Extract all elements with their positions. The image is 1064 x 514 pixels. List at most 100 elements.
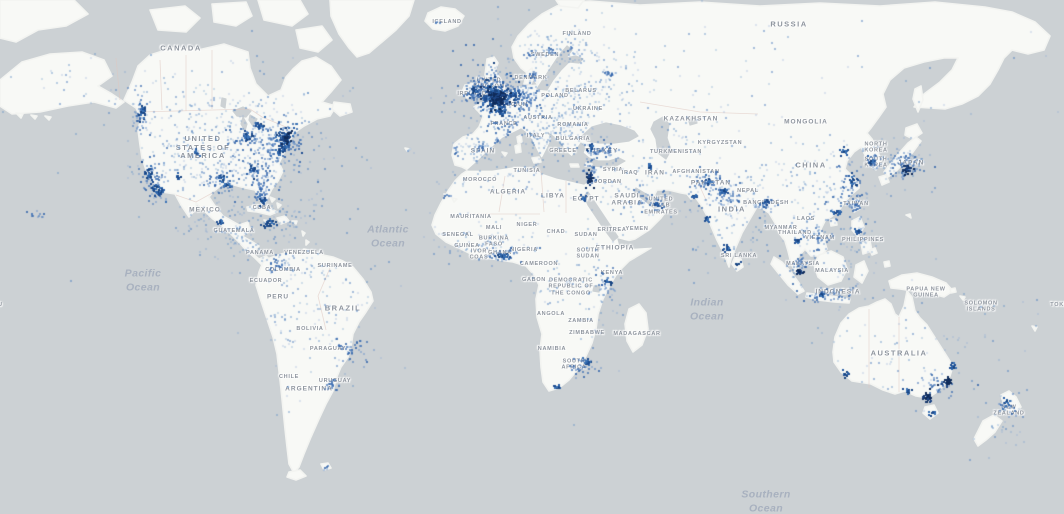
ocean-label-southern-ocean: Southern Ocean [741, 488, 791, 514]
map-label-vietnam: VIETNAM [805, 234, 835, 241]
map-label-taiwan: TAIWAN [843, 200, 869, 207]
map-label-uae: UNITED ARAB EMIRATES [644, 196, 678, 216]
map-label-ireland: IRELAND [457, 90, 487, 97]
map-label-australia: AUSTRALIA [870, 348, 928, 358]
map-label-solomon-islands: SOLOMON ISLANDS [964, 300, 998, 313]
map-label-egypt: EGYPT [572, 195, 600, 203]
map-label-mauritania: MAURITANIA [450, 213, 492, 220]
map-label-united-kingdom: UNITED KINGDOM [473, 77, 505, 90]
map-label-jordan: JORDAN [594, 178, 622, 185]
map-label-italy: ITALY [526, 132, 546, 139]
map-label-cuba: CUBA [252, 204, 272, 211]
map-label-uruguay: URUGUAY [318, 377, 352, 384]
map-label-namibia: NAMIBIA [537, 345, 567, 352]
map-label-cameroon: CAMEROON [519, 260, 559, 267]
map-label-pakistan: PAKISTAN [690, 179, 732, 187]
map-label-panama: PANAMA [246, 249, 274, 256]
map-label-india: INDIA [718, 204, 746, 214]
map-label-denmark: DENMARK [514, 74, 548, 81]
ocean-label-atlantic-ocean: Atlantic Ocean [367, 223, 409, 249]
map-label-chile: CHILE [279, 373, 299, 380]
map-label-iran: IRAN [645, 169, 665, 177]
map-label-sweden: SWEDEN [530, 51, 560, 58]
map-label-suriname: SURINAME [317, 262, 353, 269]
map-label-saudi-arabia: SAUDI ARABIA [611, 192, 643, 207]
map-label-syria: SYRIA [602, 166, 624, 173]
map-label-nepal: NEPAL [737, 187, 759, 194]
map-label-mongolia: MONGOLIA [784, 118, 828, 126]
map-label-turkmenistan: TURKMENISTAN [650, 148, 702, 155]
map-label-venezuela: VENEZUELA [284, 249, 324, 256]
map-label-finland: FINLAND [562, 30, 592, 37]
map-label-senegal: SENEGAL [442, 231, 474, 238]
map-label-austria: AUSTRIA [523, 114, 553, 121]
map-label-argentina: ARGENTINA [285, 385, 333, 393]
map-label-iraq: IRAQ [621, 169, 639, 176]
map-label-belgium: BELGIUM [497, 101, 529, 108]
map-label-algeria: ALGERIA [489, 188, 527, 196]
map-label-tokelau-left: TOKELAU [0, 302, 3, 308]
map-label-yemen: YEMEN [625, 225, 649, 232]
map-label-guatemala: GUATEMALA [213, 227, 255, 234]
map-label-mali: MALI [485, 224, 503, 231]
map-label-usa: UNITED STATES OF AMERICA [175, 134, 231, 161]
map-label-belarus: BELARUS [565, 87, 597, 94]
map-label-sri-lanka: SRI LANKA [720, 252, 758, 259]
map-label-spain: SPAIN [470, 147, 496, 155]
map-label-indonesia: INDONESIA [815, 288, 861, 296]
map-label-gabon: GABON [522, 276, 546, 283]
map-label-paraguay: PARAGUAY [309, 345, 347, 352]
map-label-tokelau-right: TOKELAU [1050, 301, 1064, 308]
map-label-north-korea: NORTH KOREA [864, 141, 888, 154]
map-label-niger: NIGER [516, 221, 538, 228]
map-label-zambia: ZAMBIA [568, 317, 594, 324]
map-label-bulgaria: BULGARIA [555, 135, 591, 142]
map-label-eritrea: ERITREA [597, 226, 627, 233]
map-label-canada: CANADA [160, 43, 202, 53]
map-label-kenya: KENYA [600, 269, 624, 276]
map-label-iceland: ICELAND [432, 18, 462, 25]
ocean-label-pacific-ocean: Pacific Ocean [124, 267, 162, 293]
map-label-malaysia-west: MALAYSIA [786, 260, 820, 267]
map-label-china: CHINA [795, 160, 827, 170]
map-label-ukraine: UKRAINE [573, 105, 603, 112]
map-label-south-korea: SOUTH KOREA [864, 156, 888, 169]
map-label-colombia: COLOMBIA [265, 266, 301, 273]
map-label-ethiopia: ETHIOPIA [595, 244, 635, 252]
map-label-greece: GREECE [549, 147, 577, 154]
map-label-south-africa: SOUTH AFRICA [561, 358, 587, 371]
map-label-papua-new-guinea: PAPUA NEW GUINEA [906, 286, 946, 299]
map-label-mexico: MEXICO [189, 206, 221, 214]
map-label-angola: ANGOLA [536, 310, 566, 317]
map-label-peru: PERU [266, 293, 290, 301]
map-label-burkina-faso: BURKINA FASO [478, 235, 510, 248]
map-label-japan: JAPAN [897, 159, 925, 167]
map-label-south-sudan: SOUTH SUDAN [576, 247, 600, 260]
map-label-morocco: MOROCCO [462, 176, 498, 183]
map-label-ecuador: ECUADOR [249, 277, 283, 284]
map-label-philippines: PHILIPPINES [842, 236, 884, 243]
map-label-kyrgyzstan: KYRGYZSTAN [697, 139, 743, 146]
ocean-label-indian-ocean: Indian Ocean [689, 296, 725, 322]
map-label-romania: ROMANIA [557, 121, 589, 128]
map-label-chad: CHAD [546, 228, 566, 235]
map-label-sudan: SUDAN [574, 231, 598, 238]
map-label-afghanistan: AFGHANISTAN [672, 168, 720, 175]
map-label-bolivia: BOLIVIA [296, 325, 324, 332]
map-label-new-zealand: NEW ZEALAND [993, 404, 1025, 417]
map-label-nigeria: NIGERIA [510, 246, 538, 253]
map-label-laos: LAOS [796, 215, 816, 222]
map-label-tunisia: TUNISIA [513, 167, 541, 174]
map-label-malaysia-east: MALAYSIA [815, 267, 849, 274]
map-label-zimbabwe: ZIMBABWE [569, 329, 605, 336]
map-label-bangladesh: BANGLADESH [743, 199, 789, 206]
map-label-russia: RUSSIA [770, 19, 808, 29]
map-label-libya: LIBYA [541, 192, 565, 200]
map-label-turkey: TURKEY [585, 147, 619, 155]
map-label-ghana: GHANA [488, 249, 512, 256]
map-label-drc: DEMOCRATIC REPUBLIC OF THE CONGO [548, 277, 594, 297]
map-label-madagascar: MADAGASCAR [613, 330, 661, 337]
map-label-brazil: BRAZIL [324, 303, 362, 313]
